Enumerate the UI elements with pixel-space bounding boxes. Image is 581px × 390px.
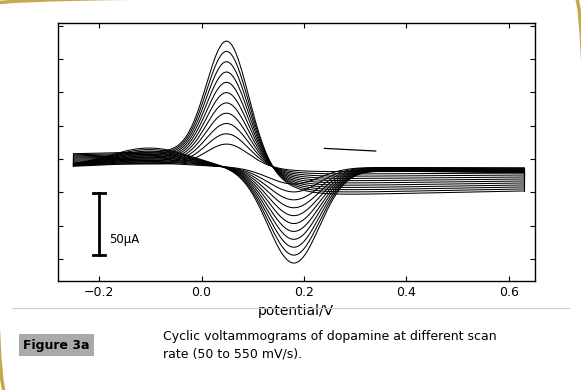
Text: Cyclic voltammograms of dopamine at different scan
rate (50 to 550 mV/s).: Cyclic voltammograms of dopamine at diff… xyxy=(163,330,496,361)
Text: 50μA: 50μA xyxy=(110,233,140,246)
Text: Figure 3a: Figure 3a xyxy=(23,339,89,352)
X-axis label: potential/V: potential/V xyxy=(258,304,335,318)
